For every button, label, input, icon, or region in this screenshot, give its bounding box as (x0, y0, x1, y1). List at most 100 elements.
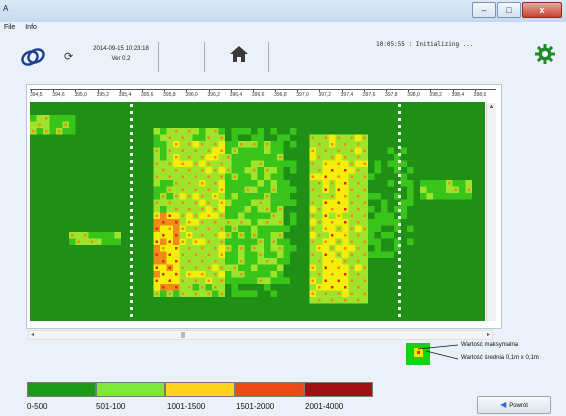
legend-avg-label: Wartość średnia 0,1m x 0,1m (461, 355, 539, 361)
heatmap-cell (465, 180, 472, 187)
heatmap-cell (153, 141, 160, 148)
heatmap-cell (309, 271, 316, 278)
heatmap-cell (212, 134, 219, 141)
heatmap-max-marker (331, 234, 334, 237)
heatmap-cell (238, 154, 245, 161)
heatmap-cell (277, 199, 284, 206)
home-icon[interactable] (228, 43, 250, 65)
horizontal-scrollbar[interactable]: ◂ ▸ (28, 330, 493, 340)
heatmap-cell (335, 297, 342, 304)
heatmap-cell (277, 173, 284, 180)
heatmap-max-marker (324, 175, 327, 178)
heatmap-max-marker (344, 299, 347, 302)
position-marker (130, 286, 133, 289)
scroll-up-icon[interactable]: ▲ (488, 104, 495, 110)
heatmap-cell (322, 297, 329, 304)
heatmap-cell (277, 251, 284, 258)
heatmap-cell (212, 277, 219, 284)
heatmap-cell (381, 232, 388, 239)
gear-icon[interactable] (534, 43, 556, 65)
ruler-label: 395,4 (118, 92, 132, 98)
scroll-left-icon[interactable]: ◂ (31, 332, 35, 338)
position-marker (130, 209, 133, 212)
heatmap-cell (179, 154, 186, 161)
heatmap-cell (264, 271, 271, 278)
heatmap-max-marker (272, 240, 275, 243)
position-marker (398, 139, 401, 142)
heatmap-cell (225, 199, 232, 206)
menu-file[interactable]: File (4, 24, 16, 31)
ruler-tick (186, 89, 188, 92)
heatmap-cell (218, 128, 225, 135)
heatmap-cell (465, 193, 472, 200)
menu-info[interactable]: Info (25, 24, 37, 31)
heatmap-cell (394, 154, 401, 161)
heatmap-max-marker (188, 182, 191, 185)
heatmap-cell (173, 160, 180, 167)
heatmap-cell (355, 238, 362, 245)
position-marker (398, 153, 401, 156)
heatmap-cell (257, 245, 264, 252)
heatmap-cell (452, 193, 459, 200)
heatmap-max-marker (279, 208, 282, 211)
heatmap-cell (335, 245, 342, 252)
heatmap-max-marker (175, 182, 178, 185)
heatmap-cell (244, 160, 251, 167)
heatmap-cell (231, 219, 238, 226)
heatmap-cell (374, 219, 381, 226)
heatmap-cell (407, 193, 414, 200)
heatmap-max-marker (311, 253, 314, 256)
heatmap-cell (335, 206, 342, 213)
refresh-icon[interactable]: ⟳ (64, 51, 74, 63)
heatmap-cell (290, 167, 297, 174)
minimize-button[interactable]: – (472, 2, 496, 18)
heatmap-cell (355, 277, 362, 284)
heatmap-cell (62, 128, 69, 135)
heatmap-cell (277, 147, 284, 154)
heatmap-cell (264, 147, 271, 154)
scroll-right-icon[interactable]: ▸ (486, 332, 490, 338)
heatmap-max-marker (240, 260, 243, 263)
position-marker (398, 118, 401, 121)
close-button[interactable]: x (522, 2, 562, 18)
position-marker (130, 111, 133, 114)
ruler-tick (297, 89, 299, 92)
heatmap-max-marker (155, 253, 158, 256)
heatmap-cell (446, 193, 453, 200)
heatmap-cell (49, 115, 56, 122)
heatmap-cell (160, 199, 167, 206)
heatmap-max-marker (188, 156, 191, 159)
vertical-scrollbar[interactable]: ▲ (486, 103, 496, 321)
heatmap-cell (264, 160, 271, 167)
heatmap-max-marker (214, 208, 217, 211)
position-marker (398, 146, 401, 149)
scroll-thumb[interactable] (181, 332, 185, 338)
heatmap-cell (238, 128, 245, 135)
back-button[interactable]: ◀ Powrót (477, 396, 551, 414)
heatmap-cell (322, 271, 329, 278)
heatmap-cell (322, 232, 329, 239)
heatmap-cell (251, 154, 258, 161)
heatmap-cell (361, 297, 368, 304)
heatmap-cell (257, 271, 264, 278)
heatmap-cell (244, 277, 251, 284)
heatmap-cell (394, 160, 401, 167)
heatmap-cell (309, 167, 316, 174)
heatmap-max-marker (175, 156, 178, 159)
heatmap-cell (322, 193, 329, 200)
heatmap-max-marker (188, 247, 191, 250)
heatmap-canvas[interactable] (30, 102, 485, 321)
heatmap-cell (244, 167, 251, 174)
heatmap-max-marker (318, 156, 321, 159)
heatmap-cell (173, 199, 180, 206)
heatmap-cell (426, 180, 433, 187)
maximize-button[interactable]: □ (497, 2, 521, 18)
heatmap-cell (361, 284, 368, 291)
heatmap-cell (212, 147, 219, 154)
heatmap-cell (329, 186, 336, 193)
heatmap-cell (264, 251, 271, 258)
heatmap-max-marker (162, 221, 165, 224)
heatmap-max-marker (318, 299, 321, 302)
heatmap-cell (277, 167, 284, 174)
heatmap-max-marker (350, 175, 353, 178)
